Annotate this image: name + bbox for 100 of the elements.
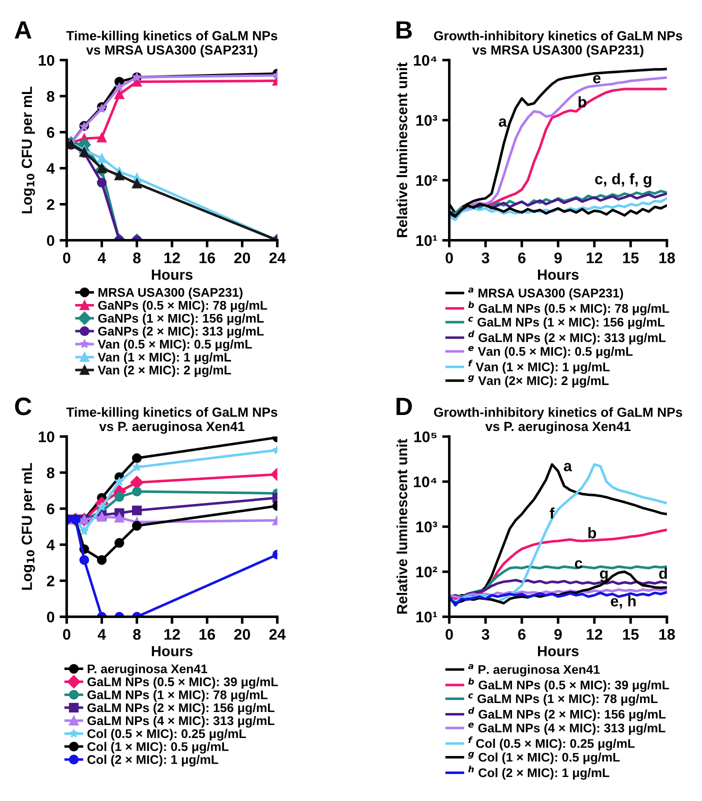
x-axis-title: Hours (538, 646, 579, 656)
y-tick-label: 10 (38, 431, 54, 442)
legend-label: GaLM NPs (4 × MIC): 313 μg/mL (87, 716, 274, 728)
legend-label: Col (1 × MIC): 0.5 μg/mL (87, 742, 229, 754)
y-tick-label: 2 (46, 199, 54, 210)
y-tick-label: 10⁵ (414, 431, 437, 442)
y-axis-title: Log$_{10}$ CFU per mL (22, 463, 35, 590)
x-tick-label: 4 (98, 629, 106, 640)
x-tick-label: 0 (63, 252, 70, 264)
x-tick-label: 18 (659, 252, 675, 264)
x-tick-label: 6 (518, 628, 526, 640)
annotation: e, h (610, 595, 636, 609)
x-tick-label: 16 (200, 628, 216, 640)
legend-label: $^{d}$ GaLM NPs (2 × MIC): 313 μg/mL (468, 330, 666, 345)
legend-label: MRSA USA300 (SAP231) (98, 288, 242, 300)
x-axis-title: Hours (538, 270, 579, 280)
x-tick-label: 3 (482, 628, 490, 640)
legend-label: GaLM NPs (0.5 × MIC): 39 μg/mL (87, 677, 278, 689)
y-tick-label: 4 (46, 163, 55, 174)
y-tick-label: 10¹ (416, 612, 437, 622)
legend-label: GaNPs (2 × MIC): 313 μg/mL (98, 326, 264, 338)
chart-title: Time-killing kinetics of GaLM NPs vs P. aeruginosa Xen41 (66, 407, 278, 434)
legend-label: GaNPs (0.5 × MIC): 78 μg/mL (98, 300, 268, 312)
chart-title: Time-killing kinetics of GaLM NPs vs MRSA USA300 (SAP231) (66, 30, 278, 58)
y-tick-label: 10⁴ (414, 476, 437, 488)
annotation: a (498, 118, 507, 127)
x-tick-label: 3 (482, 252, 490, 264)
x-tick-label: 4 (98, 252, 106, 264)
y-tick-label: 4 (46, 540, 55, 550)
annotation: f (550, 507, 555, 519)
legend-label: $^{f}$ Col (0.5 × MIC): 0.25 μg/mL (468, 736, 635, 750)
x-tick-label: 16 (200, 252, 216, 264)
x-tick-label: 15 (623, 629, 639, 640)
legend-label: P. aeruginosa Xen41 (88, 664, 208, 676)
y-tick-label: 8 (46, 90, 54, 102)
legend-label: GaNPs (1 × MIC): 156 μg/mL (98, 314, 264, 326)
x-tick-label: 0 (446, 628, 453, 640)
text: D (396, 398, 412, 416)
y-axis-title: Relative luminescent unit (396, 438, 408, 614)
annotation: g (600, 570, 608, 582)
x-tick-label: 18 (659, 628, 675, 640)
y-tick-label: 10¹ (416, 235, 437, 246)
y-tick-label: 0 (46, 235, 54, 246)
legend-label: $^{f}$ Van (1 × MIC): 1 μg/mL (468, 360, 610, 374)
legend-label: Col (2 × MIC): 1 μg/mL (87, 754, 218, 767)
text: C (15, 398, 32, 416)
x-axis-title: Hours (152, 646, 192, 656)
x-tick-label: 20 (234, 252, 250, 264)
y-tick-label: 10³ (416, 522, 438, 532)
legend-label: $^{b}$ GaLM NPs (0.5 × MIC): 78 μg/mL (468, 301, 670, 316)
legend-label: $^{g}$ Col (1 × MIC): 0.5 μg/mL (468, 752, 620, 764)
x-tick-label: 8 (133, 252, 141, 264)
x-tick-label: 0 (63, 628, 70, 640)
legend-label: $^{g}$ Van (2× MIC): 2 μg/mL (468, 375, 609, 388)
y-tick-label: 6 (46, 504, 54, 514)
legend-label: Van (2 × MIC): 2 μg/mL (98, 365, 232, 378)
text: A (14, 21, 32, 39)
x-tick-label: 24 (269, 628, 286, 640)
x-tick-label: 20 (234, 628, 250, 640)
annotation: a (564, 462, 572, 472)
legend-label: $^{c}$ GaLM NPs (1 × MIC): 156 μg/mL (468, 316, 665, 330)
chart-title: Growth-inhibitory kinetics of GaLM NPs vs MRSA USA300 (SAP231) (434, 30, 682, 58)
x-tick-label: 9 (554, 252, 562, 264)
legend-label: Van (1 × MIC): 1 μg/mL (98, 352, 232, 364)
y-tick-label: 10² (416, 566, 438, 578)
y-tick-label: 2 (46, 576, 54, 586)
x-tick-label: 12 (586, 628, 602, 640)
y-tick-label: 10 (38, 54, 54, 66)
legend-label: $^{h}$ Col (2 × MIC): 1 μg/mL (468, 766, 610, 780)
legend-label: $^{e}$ Van (0.5 × MIC): 0.5 μg/mL (468, 346, 633, 358)
legend-label: $^{a}$ MRSA USA300 (SAP231) (468, 288, 623, 300)
legend-label: Col (0.5 × MIC): 0.25 μg/mL (87, 728, 246, 741)
y-tick-label: 8 (46, 467, 54, 478)
y-tick-label: 10⁴ (414, 54, 437, 66)
y-tick-label: 10² (416, 175, 438, 186)
annotation: d (659, 568, 667, 579)
legend-label: $^{b}$ GaLM NPs (0.5 × MIC): 39 μg/mL (468, 678, 670, 692)
y-tick-label: 6 (46, 127, 54, 138)
legend-label: $^{e}$ GaLM NPs (4 × MIC): 313 μg/mL (468, 722, 666, 735)
legend-label: GaLM NPs (1 × MIC): 78 μg/mL (87, 690, 268, 702)
legend-label: GaLM NPs (2 × MIC): 156 μg/mL (87, 702, 274, 715)
chart-title: Growth-inhibitory kinetics of GaLM NPs vs P. aeruginosa Xen41 (434, 407, 682, 434)
x-tick-label: 24 (269, 252, 286, 264)
y-axis-title: Relative luminescent unit (396, 62, 408, 238)
annotation: b (578, 96, 586, 108)
x-tick-label: 12 (164, 628, 180, 640)
x-tick-label: 9 (554, 628, 562, 640)
y-tick-label: 10³ (416, 115, 438, 126)
x-axis-title: Hours (152, 270, 192, 280)
x-tick-label: 8 (133, 628, 141, 640)
x-tick-label: 0 (446, 252, 453, 264)
y-axis-title: Log$_{10}$ CFU per mL (22, 86, 35, 214)
annotation: e (593, 75, 601, 84)
x-tick-label: 12 (164, 252, 180, 264)
y-tick-label: 0 (46, 612, 54, 622)
x-tick-label: 15 (623, 252, 639, 264)
x-tick-label: 6 (518, 252, 526, 264)
text: B (396, 21, 412, 39)
legend-label: $^{d}$ GaLM NPs (2 × MIC): 156 μg/mL (468, 707, 666, 722)
annotation: b (588, 527, 596, 538)
